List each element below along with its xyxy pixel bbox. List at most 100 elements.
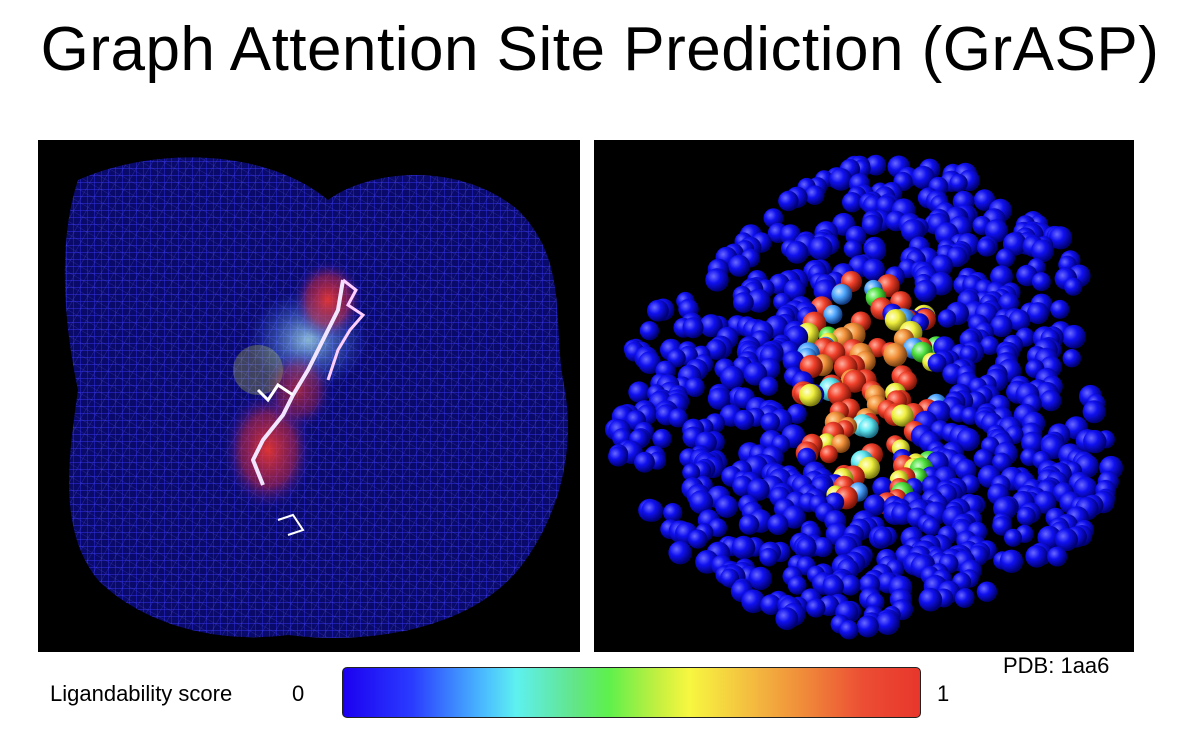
atom-sphere <box>883 342 908 367</box>
atom-sphere <box>1064 277 1083 296</box>
atom-sphere <box>829 168 853 191</box>
atom-sphere <box>808 236 833 261</box>
atom-sphere <box>705 268 729 292</box>
atom-sphere <box>1073 476 1098 501</box>
atom-sphere <box>741 589 766 614</box>
atom-sphere <box>638 351 661 374</box>
atom-sphere <box>998 292 1019 314</box>
atom-sphere <box>862 258 885 282</box>
atom-sphere <box>720 365 744 390</box>
atom-sphere <box>707 387 731 410</box>
atom-sphere <box>668 408 688 428</box>
atom-sphere <box>743 362 768 386</box>
atom-sphere <box>641 499 664 522</box>
atom-sphere <box>865 154 887 176</box>
atom-sphere <box>839 574 861 596</box>
atom-sphere <box>608 446 629 467</box>
atom-sphere <box>999 549 1024 573</box>
atom-sphere <box>1031 272 1051 292</box>
atom-sphere <box>804 185 825 205</box>
pdb-id-label: PDB: 1aa6 <box>1003 653 1110 678</box>
atom-sphere <box>1026 302 1049 325</box>
sphere-atoms-image <box>605 154 1123 640</box>
atom-sphere <box>799 383 822 407</box>
atom-sphere <box>759 547 778 567</box>
atom-sphere <box>831 284 853 305</box>
atom-sphere <box>822 575 844 598</box>
atom-sphere <box>1055 528 1078 552</box>
atom-sphere <box>782 350 805 373</box>
atom-sphere <box>911 165 935 190</box>
atom-sphere <box>927 353 947 373</box>
atom-sphere <box>652 428 672 449</box>
atom-sphere <box>668 541 692 565</box>
atom-sphere <box>1082 400 1106 424</box>
atom-sphere <box>785 240 809 264</box>
atom-sphere <box>819 445 838 464</box>
atom-sphere <box>1016 506 1036 526</box>
atom-sphere <box>843 369 867 393</box>
atom-sphere <box>733 292 754 313</box>
atom-sphere <box>767 514 789 535</box>
atom-sphere <box>1040 390 1062 412</box>
atom-sphere <box>738 514 760 535</box>
atom-sphere <box>918 587 943 612</box>
atom-sphere <box>689 490 714 514</box>
atom-sphere <box>873 528 893 548</box>
atom-sphere <box>1025 545 1048 568</box>
atom-sphere <box>842 192 863 213</box>
atom-sphere <box>705 339 727 360</box>
atom-sphere <box>856 615 879 638</box>
atom-sphere <box>843 239 863 259</box>
atom-sphere <box>914 279 937 303</box>
atom-sphere <box>731 535 756 560</box>
atom-sphere <box>996 248 1015 268</box>
atom-sphere <box>1004 528 1022 547</box>
atom-sphere <box>787 575 807 595</box>
atom-sphere <box>1008 309 1031 331</box>
figure-title: Graph Attention Site Prediction (GrASP) <box>40 15 1160 84</box>
colorbar-min-label: 0 <box>292 681 305 706</box>
atom-sphere <box>760 412 780 433</box>
atom-sphere <box>1031 239 1054 263</box>
atom-sphere <box>864 239 887 262</box>
sphere-atoms-panel <box>594 140 1134 652</box>
atom-sphere <box>973 448 994 469</box>
atom-sphere <box>823 304 843 325</box>
colorbar-max-label: 1 <box>937 681 950 706</box>
atom-sphere <box>639 321 659 341</box>
mesh-surface-panel <box>38 140 580 652</box>
atom-sphere <box>954 588 975 608</box>
atom-sphere <box>863 494 886 516</box>
atom-sphere <box>1062 324 1086 349</box>
atom-sphere <box>758 376 779 396</box>
atom-sphere <box>684 377 705 397</box>
atom-sphere <box>1050 299 1070 319</box>
atom-sphere <box>858 417 879 439</box>
atom-sphere <box>980 336 999 355</box>
atom-sphere <box>748 566 772 591</box>
atom-sphere <box>647 299 669 322</box>
atom-sphere <box>891 404 914 427</box>
atom-sphere <box>977 238 996 257</box>
atom-sphere <box>796 537 817 558</box>
atom-sphere <box>783 279 806 301</box>
atom-sphere <box>1048 226 1073 250</box>
atom-sphere <box>812 537 833 558</box>
atom-sphere <box>930 254 953 277</box>
atom-sphere <box>1083 429 1107 454</box>
atom-sphere <box>663 503 683 523</box>
atom-sphere <box>699 314 723 338</box>
atom-sphere <box>992 516 1012 536</box>
atom-sphere <box>806 598 826 618</box>
atom-sphere <box>687 529 708 549</box>
atom-sphere <box>1047 546 1068 567</box>
atom-sphere <box>760 594 782 616</box>
atom-sphere <box>831 434 851 453</box>
atom-sphere <box>990 314 1013 338</box>
atom-sphere <box>682 463 701 482</box>
atom-sphere <box>937 309 957 328</box>
atom-sphere <box>634 451 655 473</box>
atom-sphere <box>747 478 770 501</box>
atom-sphere <box>861 214 883 235</box>
